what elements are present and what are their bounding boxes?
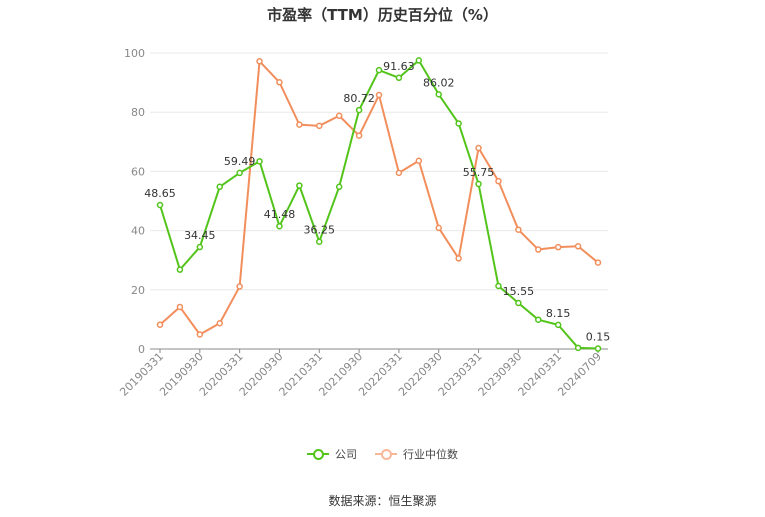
y-tick-label: 20 — [131, 284, 145, 297]
data-point-company — [515, 299, 522, 307]
legend-label-industry: 行业中位数 — [403, 448, 458, 461]
data-point-company — [276, 222, 283, 230]
legend-item-industry[interactable]: 行业中位数 — [375, 446, 458, 462]
data-point-company — [475, 180, 482, 188]
data-point-industry — [355, 132, 363, 139]
data-point-industry — [435, 224, 442, 232]
data-point-company — [375, 66, 383, 74]
data-point-company — [435, 91, 442, 98]
data-point-industry — [296, 121, 303, 128]
data-label: 48.65 — [144, 187, 176, 200]
data-point-industry — [236, 283, 243, 290]
y-tick-label: 80 — [131, 106, 145, 119]
data-point-industry — [515, 226, 522, 233]
data-point-industry — [196, 331, 204, 338]
data-label: 8.15 — [546, 307, 571, 320]
data-point-industry — [216, 319, 223, 327]
data-point-industry — [156, 321, 164, 328]
data-point-industry — [276, 79, 283, 86]
data-point-industry — [176, 303, 184, 311]
data-point-company — [574, 344, 582, 352]
data-label: 15.55 — [503, 285, 535, 298]
y-tick-label: 0 — [138, 343, 145, 356]
data-point-industry — [335, 112, 343, 120]
data-point-company — [594, 345, 602, 352]
y-tick-label: 100 — [124, 47, 145, 60]
data-point-company — [196, 243, 204, 251]
data-label: 59.49 — [224, 155, 256, 168]
chart-title: 市盈率（TTM）历史百分位（%） — [267, 6, 498, 24]
y-tick-label: 60 — [131, 165, 145, 178]
data-point-company — [316, 238, 323, 245]
data-point-company — [535, 316, 542, 323]
data-point-industry — [495, 177, 502, 185]
x-tick-label: 20240709 — [555, 350, 604, 399]
legend: 公司 行业中位数 — [0, 446, 765, 462]
data-point-company — [495, 282, 502, 290]
data-point-industry — [455, 255, 462, 262]
data-point-industry — [415, 157, 423, 164]
data-label: 55.75 — [463, 166, 495, 179]
data-point-company — [335, 183, 343, 191]
data-point-company — [176, 266, 184, 273]
data-point-company — [554, 321, 562, 329]
data-point-company — [216, 183, 223, 191]
data-point-company — [256, 158, 263, 165]
line-chart: 0204060801002019033120190930202003312020… — [117, 47, 611, 399]
data-point-company — [415, 57, 423, 64]
data-label: 91.63 — [383, 60, 415, 73]
data-point-industry — [256, 58, 263, 65]
data-point-company — [296, 182, 303, 189]
series-line-company — [159, 59, 599, 350]
data-point-industry — [375, 91, 383, 99]
data-point-industry — [475, 144, 482, 152]
data-point-company — [156, 201, 164, 209]
data-point-industry — [395, 169, 403, 177]
data-point-company — [395, 74, 403, 82]
data-point-company — [455, 120, 462, 127]
legend-item-company[interactable]: 公司 — [307, 446, 357, 462]
source-note: 数据来源：恒生聚源 — [328, 494, 437, 508]
data-label: 0.15 — [586, 331, 611, 344]
data-point-company — [236, 169, 243, 177]
data-label: 86.02 — [423, 76, 455, 89]
legend-label-company: 公司 — [335, 448, 357, 461]
data-label: 41.48 — [264, 208, 296, 221]
data-point-industry — [554, 243, 562, 251]
data-point-industry — [316, 122, 323, 130]
data-point-industry — [535, 246, 542, 253]
data-label: 80.72 — [343, 92, 375, 105]
data-point-company — [355, 106, 363, 114]
legend-marker-industry — [375, 449, 397, 460]
data-point-industry — [574, 243, 582, 250]
data-point-industry — [594, 259, 602, 266]
data-label: 36.25 — [304, 224, 336, 237]
y-tick-label: 40 — [131, 225, 145, 238]
legend-marker-company — [307, 449, 329, 460]
data-label: 34.45 — [184, 229, 216, 242]
